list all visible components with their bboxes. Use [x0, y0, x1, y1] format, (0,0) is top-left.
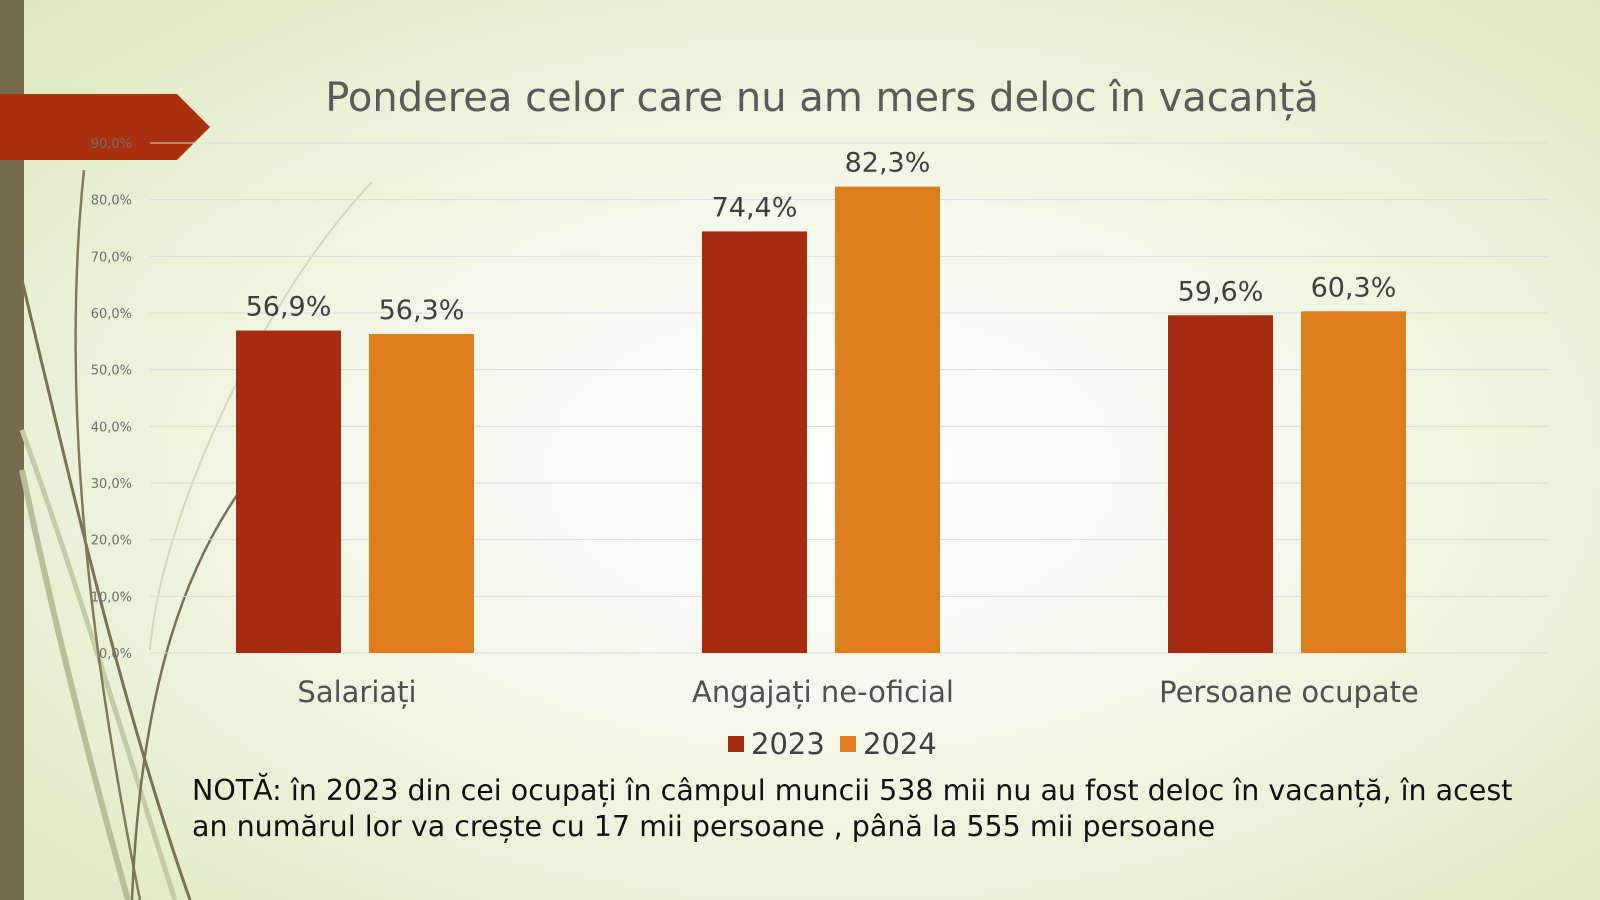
- data-label: 60,3%: [1311, 272, 1397, 303]
- data-label: 74,4%: [712, 192, 798, 223]
- data-label: 82,3%: [845, 148, 931, 179]
- y-tick-label: 30,0%: [91, 477, 132, 492]
- bar-2023: [1168, 315, 1273, 653]
- bar-2024: [369, 333, 474, 653]
- bar-2023: [702, 231, 807, 653]
- data-label: 56,3%: [379, 295, 465, 326]
- legend-swatch-2024: [840, 736, 856, 752]
- category-label: Persoane ocupate: [1159, 675, 1419, 709]
- category-labels: Salariați Angajați ne-oficial Persoane ocu…: [297, 675, 1418, 709]
- y-tick-label: 50,0%: [91, 364, 132, 379]
- y-tick-label: 70,0%: [91, 250, 132, 265]
- y-axis-ticks: 0,0% 10,0% 20,0% 30,0% 40,0% 50,0% 60,0% 70,0% 8…: [91, 137, 132, 662]
- note-text: NOTĂ: în 2023 din cei ocupați în câmpul …: [192, 774, 1513, 843]
- legend-label-2024: 2024: [863, 727, 937, 761]
- chart-title: Ponderea celor care nu am mers deloc în …: [325, 75, 1319, 121]
- data-label: 59,6%: [1178, 276, 1264, 307]
- data-labels: 56,9% 56,3% 74,4% 82,3% 59,6% 60,3%: [246, 148, 1397, 326]
- bar-2024: [835, 186, 940, 653]
- legend: 2023 2024: [728, 727, 937, 761]
- y-tick-label: 10,0%: [91, 590, 132, 605]
- category-label: Angajați ne-oficial: [692, 675, 954, 709]
- y-tick-label: 60,0%: [91, 307, 132, 322]
- y-tick-label: 20,0%: [91, 534, 132, 549]
- bar-2023: [236, 330, 341, 653]
- bars: [236, 186, 1406, 653]
- y-tick-label: 40,0%: [91, 420, 132, 435]
- y-tick-label: 0,0%: [99, 647, 132, 662]
- y-tick-label: 90,0%: [91, 137, 132, 152]
- bar-2024: [1301, 311, 1406, 653]
- data-label: 56,9%: [246, 292, 332, 323]
- legend-label-2023: 2023: [751, 727, 825, 761]
- y-tick-label: 80,0%: [91, 194, 132, 209]
- category-label: Salariați: [297, 675, 416, 709]
- legend-swatch-2023: [728, 736, 744, 752]
